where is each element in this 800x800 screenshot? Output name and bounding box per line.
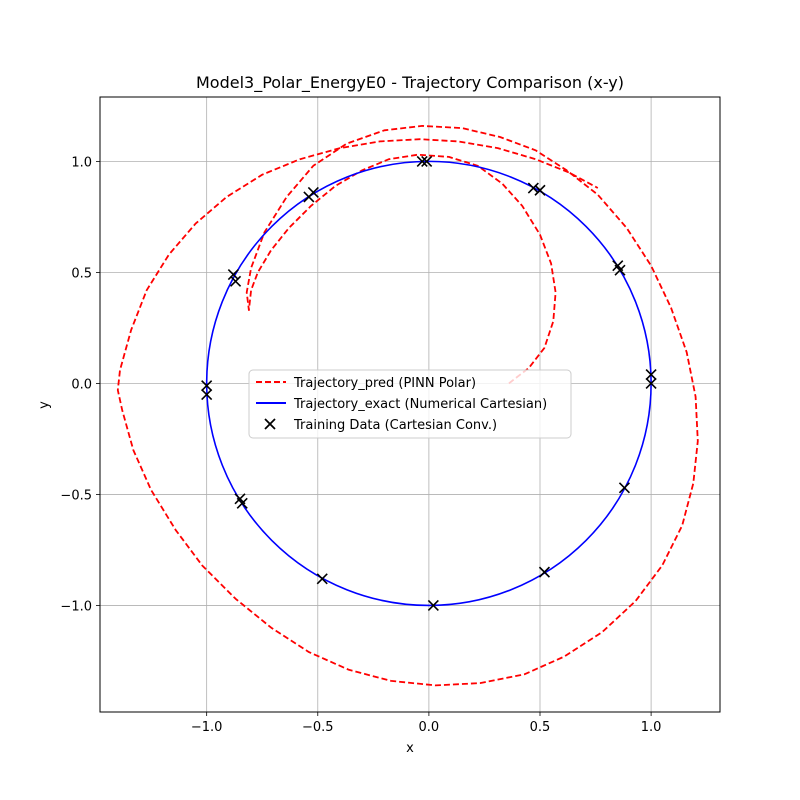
pred-trajectory-line: [116, 125, 699, 687]
y-tick-label: −0.5: [60, 488, 92, 503]
y-tick-label: −1.0: [60, 599, 92, 614]
plot-area-frame: [99, 96, 721, 713]
legend-exact-label: Trajectory_exact (Numerical Cartesian): [293, 397, 547, 412]
training-point-marker: [527, 182, 539, 194]
training-point-marker: [645, 377, 657, 389]
y-tick-label: 0.0: [71, 377, 92, 392]
legend-training-label: Training Data (Cartesian Conv.): [293, 418, 497, 433]
y-tick-label: 0.5: [71, 266, 92, 281]
training-point-marker: [427, 599, 439, 611]
training-point-marker: [614, 264, 626, 276]
training-point-marker: [316, 573, 328, 585]
x-tick-label: 1.0: [641, 720, 662, 735]
training-point-marker: [421, 155, 433, 167]
training-point-marker: [201, 388, 213, 401]
training-point-marker: [534, 184, 546, 196]
training-point-marker: [229, 275, 242, 287]
x-tick-label: 0.0: [419, 720, 440, 735]
tick-marks: −1.0 −0.5 0.0 0.5 1.0 −1.0 −0.5 0.0 0.5 1.0: [60, 155, 661, 735]
chart-title: Model3_Polar_EnergyE0 - Trajectory Compa…: [196, 73, 624, 93]
x-tick-label: 0.5: [530, 720, 551, 735]
training-point-marker: [227, 269, 239, 281]
legend: Trajectory_pred (PINN Polar) Trajectory_…: [248, 369, 572, 439]
y-tick-label: 1.0: [71, 155, 92, 170]
legend-training-swatch: [264, 418, 276, 430]
x-axis-label: x: [406, 741, 414, 756]
training-point-marker: [416, 155, 428, 167]
training-point-marker: [201, 380, 213, 392]
x-tick-label: −0.5: [302, 720, 334, 735]
training-point-marker: [645, 368, 657, 381]
training-point-marker: [538, 566, 551, 578]
legend-box: [248, 369, 572, 439]
y-axis-label: y: [37, 401, 52, 409]
x-tick-label: −1.0: [191, 720, 223, 735]
training-point-marker: [236, 497, 248, 509]
series-layer: [116, 125, 699, 687]
training-point-marker: [307, 186, 319, 199]
training-point-marker: [618, 482, 631, 494]
legend-pred-label: Trajectory_pred (PINN Polar): [293, 376, 476, 391]
